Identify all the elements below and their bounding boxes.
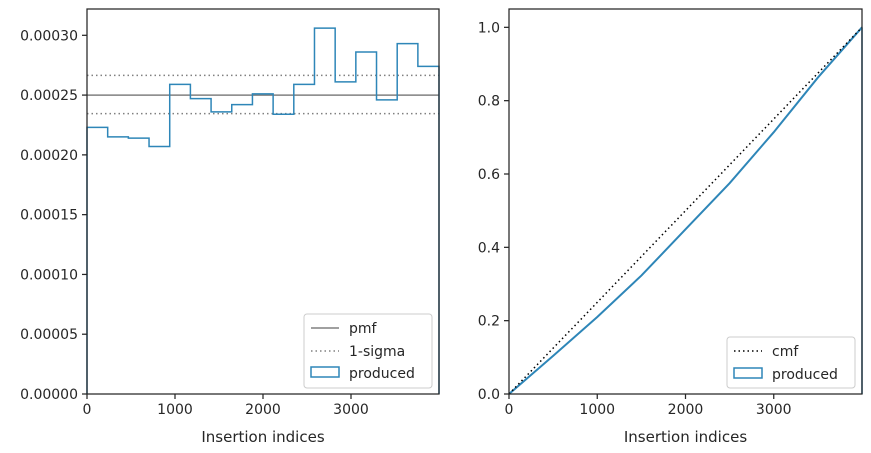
pmf-y-axis: 0.00000 0.00005 0.00010 0.00015 0.00020 0.000… — [20, 28, 87, 403]
legend-produced-swatch — [310, 366, 340, 378]
y-tick-label: 0.00005 — [20, 327, 78, 343]
y-tick-label: 0.00020 — [20, 148, 78, 164]
cmf-y-axis: 0.0 0.2 0.4 0.6 0.8 1.0 — [478, 20, 509, 403]
pmf-x-axis: 0 1000 2000 3000 — [83, 394, 369, 418]
y-tick-label: 1.0 — [478, 20, 500, 36]
x-tick-label: 3000 — [756, 402, 792, 418]
pmf-chart: 0.00000 0.00005 0.00010 0.00015 0.00020 0.000… — [20, 8, 440, 446]
x-tick-label: 3000 — [333, 402, 369, 418]
y-tick-label: 0.0 — [478, 387, 500, 403]
produced-histogram — [86, 27, 440, 394]
x-tick-label: 1000 — [579, 402, 615, 418]
y-tick-label: 0.8 — [478, 94, 500, 110]
cmf-legend: cmf produced — [726, 336, 856, 389]
x-tick-label: 2000 — [668, 402, 704, 418]
y-tick-label: 0.00010 — [20, 267, 78, 283]
cmf-line — [508, 26, 863, 395]
cmf-plot-frame — [508, 8, 863, 395]
y-tick-label: 0.00000 — [20, 387, 78, 403]
pmf-plot-marks — [86, 27, 440, 394]
y-tick-label: 0.4 — [478, 240, 500, 256]
cmf-chart: 0.0 0.2 0.4 0.6 0.8 1.0 0 1000 2000 3000 Inserti… — [478, 8, 863, 446]
x-tick-label: 0 — [83, 402, 92, 418]
y-tick-label: 0.6 — [478, 167, 500, 183]
pmf-plot-frame — [86, 8, 440, 395]
legend-produced-label: produced — [349, 366, 415, 382]
cmf-legend-box — [726, 336, 856, 389]
pmf-legend: pmf 1-sigma produced — [303, 313, 433, 389]
x-tick-label: 0 — [505, 402, 514, 418]
produced-cmf-curve — [508, 26, 863, 395]
cmf-x-axis-label: Insertion indices — [624, 428, 747, 446]
x-tick-label: 2000 — [245, 402, 281, 418]
y-tick-label: 0.00030 — [20, 28, 78, 44]
legend-cmf-label: cmf — [772, 344, 799, 360]
pmf-legend-box — [303, 313, 433, 389]
legend-1-sigma-label: 1-sigma — [349, 344, 405, 360]
pmf-x-axis-label: Insertion indices — [201, 428, 324, 446]
legend-pmf-label: pmf — [349, 321, 378, 337]
y-tick-label: 0.00015 — [20, 208, 78, 224]
legend-produced-swatch — [733, 367, 763, 379]
legend-produced-label: produced — [772, 367, 838, 383]
y-tick-label: 0.00025 — [20, 88, 78, 104]
cmf-x-axis: 0 1000 2000 3000 — [505, 394, 792, 418]
y-tick-label: 0.2 — [478, 314, 500, 330]
x-tick-label: 1000 — [157, 402, 193, 418]
